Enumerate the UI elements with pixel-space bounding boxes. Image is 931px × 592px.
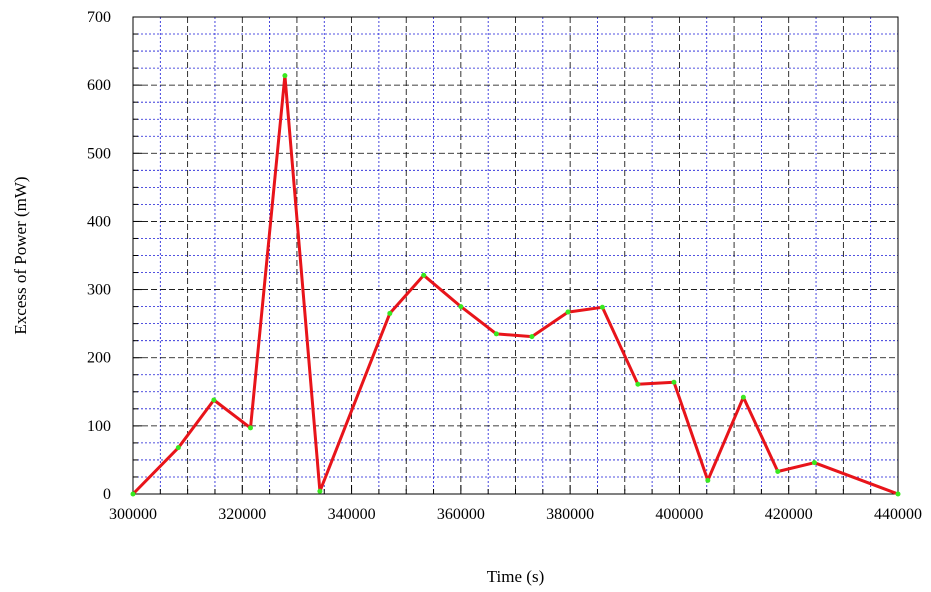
- data-point: [740, 394, 746, 400]
- data-point: [421, 272, 427, 278]
- data-point: [247, 425, 253, 431]
- series-line: [131, 74, 899, 496]
- y-tick-label: 500: [87, 145, 111, 162]
- data-series: [130, 73, 901, 497]
- data-point: [671, 379, 677, 385]
- x-tick-label: 320000: [218, 506, 266, 523]
- y-tick-label: 100: [87, 418, 111, 435]
- y-tick-label: 700: [87, 9, 111, 26]
- data-point: [635, 381, 641, 387]
- x-tick-label: 440000: [874, 506, 922, 523]
- tick-labels: 300000 320000 340000 360000 380000 400000 4200…: [87, 9, 922, 523]
- data-point: [599, 304, 605, 310]
- grid: [133, 17, 898, 494]
- data-point: [175, 445, 181, 451]
- data-point: [458, 304, 464, 310]
- data-point: [705, 477, 711, 483]
- data-point: [493, 331, 499, 337]
- data-point: [811, 460, 817, 466]
- y-tick-label: 0: [103, 486, 111, 503]
- y-tick-label: 300: [87, 282, 111, 299]
- data-point: [775, 469, 781, 475]
- x-axis-label: Time (s): [487, 567, 544, 586]
- data-point: [211, 397, 217, 403]
- data-point: [282, 73, 288, 79]
- x-tick-label: 420000: [765, 506, 813, 523]
- y-tick-label: 400: [87, 213, 111, 230]
- data-point: [130, 491, 136, 497]
- x-tick-label: 400000: [655, 506, 703, 523]
- y-tick-label: 200: [87, 350, 111, 367]
- x-tick-label: 360000: [437, 506, 485, 523]
- x-tick-label: 340000: [328, 506, 376, 523]
- data-point: [387, 310, 393, 316]
- data-point: [895, 491, 901, 497]
- data-point: [317, 488, 323, 494]
- data-point: [565, 309, 571, 315]
- y-axis-label: Excess of Power (mW): [11, 176, 30, 334]
- y-tick-label: 600: [87, 77, 111, 94]
- axis-ticks: [132, 16, 899, 495]
- x-tick-label: 380000: [546, 506, 594, 523]
- data-point: [529, 334, 535, 340]
- x-tick-label: 300000: [109, 506, 157, 523]
